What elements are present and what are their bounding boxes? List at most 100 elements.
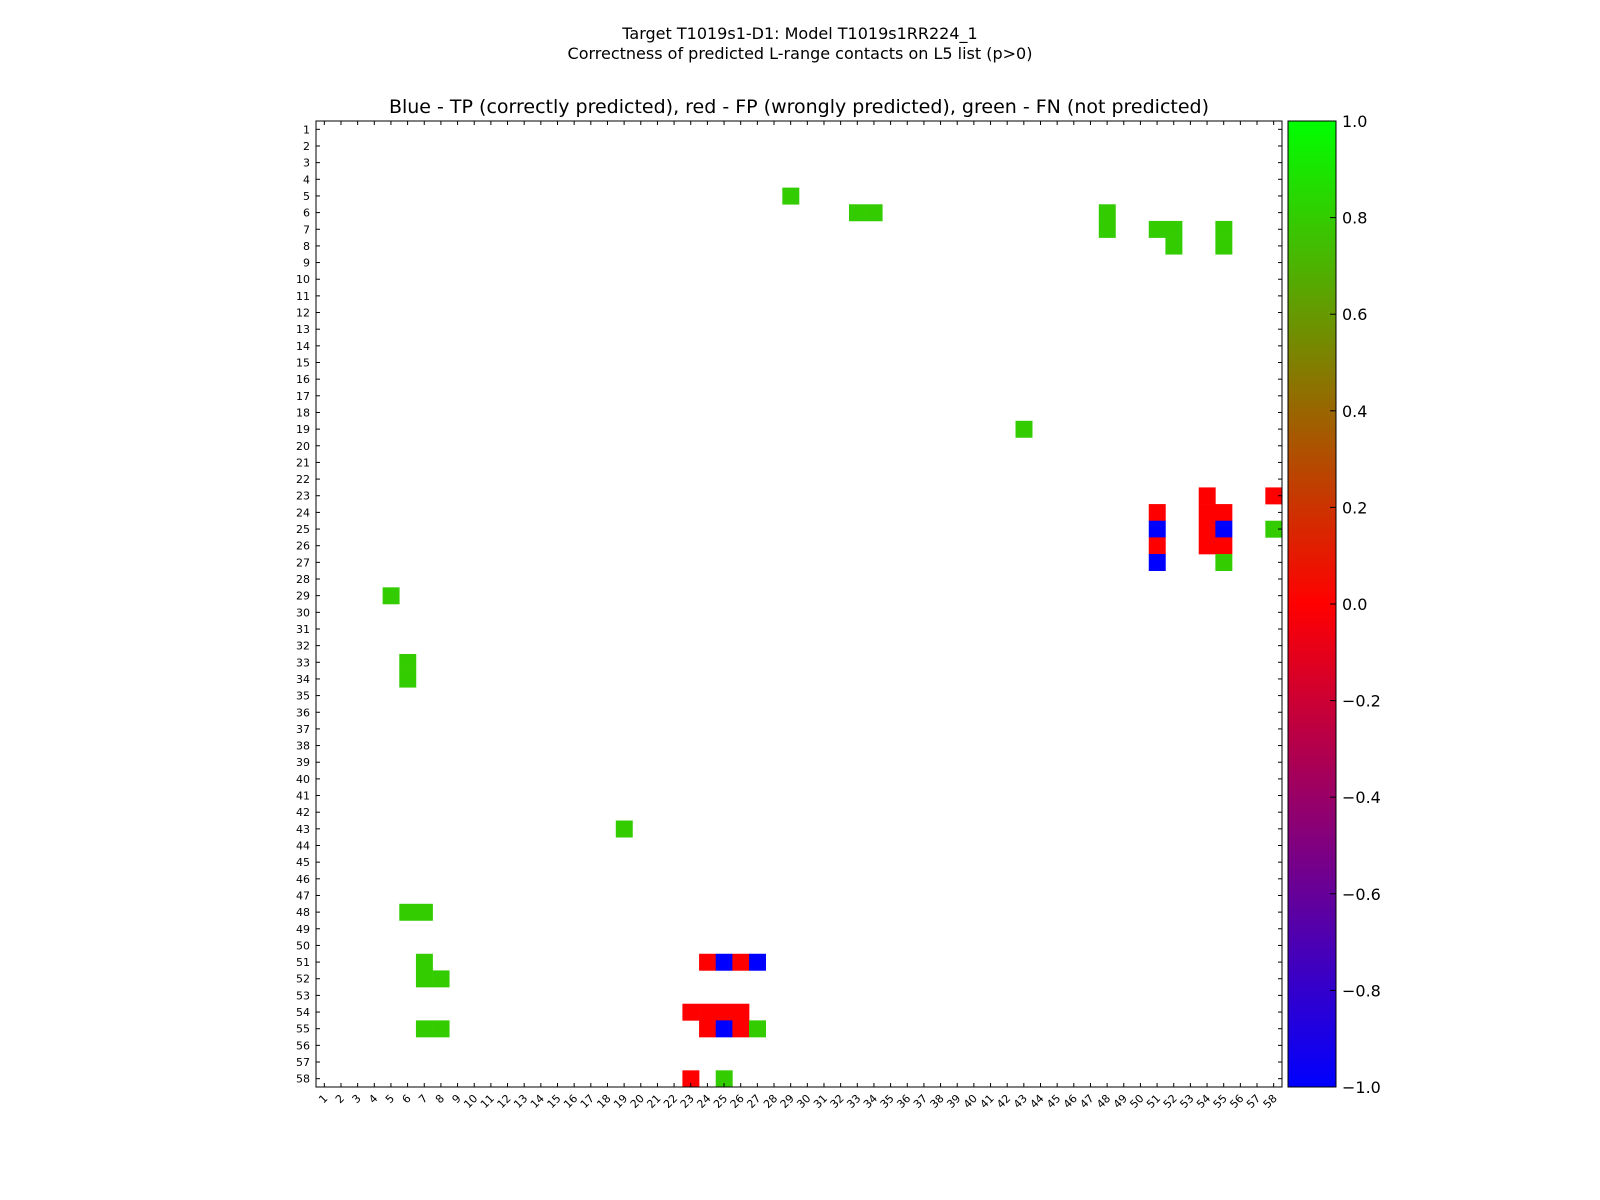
x-tick-label: 5 [383, 1092, 397, 1106]
y-tick-label: 26 [296, 540, 310, 553]
y-tick-label: 38 [296, 740, 310, 753]
cell-fn-x33-y6 [848, 204, 866, 222]
colorbar-tick-label: 0.8 [1342, 209, 1367, 228]
cell-fp-x54-y23 [1198, 487, 1216, 505]
y-tick-label: 21 [296, 456, 310, 469]
y-tick-label: 39 [296, 756, 310, 769]
suptitle-line-2: Correctness of predicted L-range contact… [568, 44, 1033, 63]
colorbar-tick-label: −0.4 [1342, 788, 1381, 807]
y-tick-label: 11 [296, 290, 310, 303]
colorbar-tick-label: 1.0 [1342, 112, 1367, 131]
cell-fp-x51-y26 [1148, 537, 1166, 555]
cell-fp-x24-y55 [699, 1020, 717, 1038]
y-tick-label: 10 [296, 273, 310, 286]
cell-fn-x34-y6 [865, 204, 883, 222]
y-tick-label: 36 [296, 706, 310, 719]
cell-fp-x25-y54 [715, 1003, 733, 1021]
y-tick-label: 22 [296, 473, 310, 486]
y-tick-label: 1 [303, 123, 310, 136]
suptitle-line-1: Target T1019s1-D1: Model T1019s1RR224_1 [621, 24, 977, 44]
y-tick-label: 54 [296, 1006, 310, 1019]
axes-title: Blue - TP (correctly predicted), red - F… [389, 96, 1209, 118]
cell-fn-x7-y55 [415, 1020, 433, 1038]
cell-fp-x24-y51 [699, 953, 717, 971]
y-tick-label: 14 [296, 340, 310, 353]
cell-fn-x25-y58 [715, 1070, 733, 1088]
plot-frame [315, 120, 1283, 1088]
y-tick-label: 4 [303, 173, 310, 186]
y-tick-label: 46 [296, 873, 310, 886]
y-tick-label: 3 [303, 157, 310, 170]
y-tick-label: 23 [296, 490, 310, 503]
y-tick-label: 12 [296, 307, 310, 320]
cell-fn-x55-y7 [1215, 220, 1233, 238]
x-tick-label: 58 [1261, 1092, 1280, 1111]
cell-fn-x5-y29 [382, 587, 400, 605]
y-tick-label: 30 [296, 606, 310, 619]
cell-tp-x25-y51 [715, 953, 733, 971]
colorbar-tick-label: 0.4 [1342, 402, 1367, 421]
cell-fn-x58-y25 [1265, 520, 1283, 538]
cell-fn-x8-y55 [432, 1020, 450, 1038]
x-tick-label: 9 [450, 1092, 464, 1106]
y-tick-label: 17 [296, 390, 310, 403]
colorbar-tick-label: −1.0 [1342, 1078, 1381, 1097]
cell-fp-x54-y26 [1198, 537, 1216, 555]
y-tick-label: 33 [296, 656, 310, 669]
colorbar-tick-label: 0.0 [1342, 595, 1367, 614]
x-tick-label: 8 [433, 1092, 447, 1106]
y-tick-label: 31 [296, 623, 310, 636]
colorbar-tick-label: 0.2 [1342, 498, 1367, 517]
cell-tp-x51-y25 [1148, 520, 1166, 538]
cell-fp-x26-y54 [732, 1003, 750, 1021]
y-tick-label: 34 [296, 673, 310, 686]
y-axis: 1234567891011121314151617181920212223242… [296, 123, 1282, 1086]
y-tick-label: 35 [296, 690, 310, 703]
y-tick-label: 41 [296, 790, 310, 803]
cell-fn-x55-y8 [1215, 237, 1233, 255]
y-tick-label: 57 [296, 1056, 310, 1069]
cell-fp-x55-y26 [1215, 537, 1233, 555]
y-tick-label: 9 [303, 257, 310, 270]
cell-fp-x54-y24 [1198, 504, 1216, 522]
y-tick-label: 44 [296, 840, 310, 853]
x-tick-label: 3 [350, 1092, 364, 1106]
cell-tp-x51-y27 [1148, 554, 1166, 571]
cell-fn-x7-y48 [415, 903, 433, 921]
cell-fn-x48-y7 [1098, 220, 1116, 238]
y-tick-label: 42 [296, 806, 310, 819]
cell-fp-x55-y24 [1215, 504, 1233, 522]
x-axis: 1 2 3 4 5 6 7 8 91011121314151617181920212223242… [316, 121, 1280, 1111]
cell-fn-x27-y55 [749, 1020, 766, 1038]
cell-fp-x23-y58 [682, 1070, 700, 1088]
y-tick-label: 2 [303, 140, 310, 153]
x-tick-label: 7 [416, 1092, 430, 1106]
colorbar-tick-label: −0.2 [1342, 692, 1381, 711]
colorbar-tick-label: 0.6 [1342, 305, 1367, 324]
cell-fn-x7-y51 [415, 953, 433, 971]
y-tick-label: 29 [296, 590, 310, 603]
y-tick-label: 37 [296, 723, 310, 736]
y-tick-label: 55 [296, 1023, 310, 1036]
y-tick-label: 19 [296, 423, 310, 436]
y-tick-label: 25 [296, 523, 310, 536]
y-tick-label: 48 [296, 906, 310, 919]
colorbar-tick-label: −0.6 [1342, 885, 1381, 904]
cell-fn-x55-y27 [1215, 554, 1233, 571]
cell-tp-x25-y55 [715, 1020, 733, 1038]
y-tick-label: 58 [296, 1073, 310, 1086]
cell-fp-x54-y25 [1198, 520, 1216, 538]
x-tick-label: 6 [400, 1092, 414, 1106]
cell-fp-x23-y54 [682, 1003, 700, 1021]
y-tick-label: 40 [296, 773, 310, 786]
cell-fn-x48-y6 [1098, 204, 1116, 222]
cell-fn-x6-y48 [399, 903, 417, 921]
x-tick-label: 2 [333, 1092, 347, 1106]
colorbar-axis: 1.0 0.8 0.6 0.4 0.2 0.0 −0.2 −0.4 −0.6 −0.8 −1.0 [1330, 112, 1381, 1097]
cell-fp-x26-y51 [732, 953, 750, 971]
cell-fn-x43-y19 [1015, 420, 1033, 438]
cell-fn-x51-y7 [1148, 220, 1166, 238]
cell-fn-x6-y34 [399, 670, 417, 688]
cell-fn-x52-y8 [1165, 237, 1183, 255]
